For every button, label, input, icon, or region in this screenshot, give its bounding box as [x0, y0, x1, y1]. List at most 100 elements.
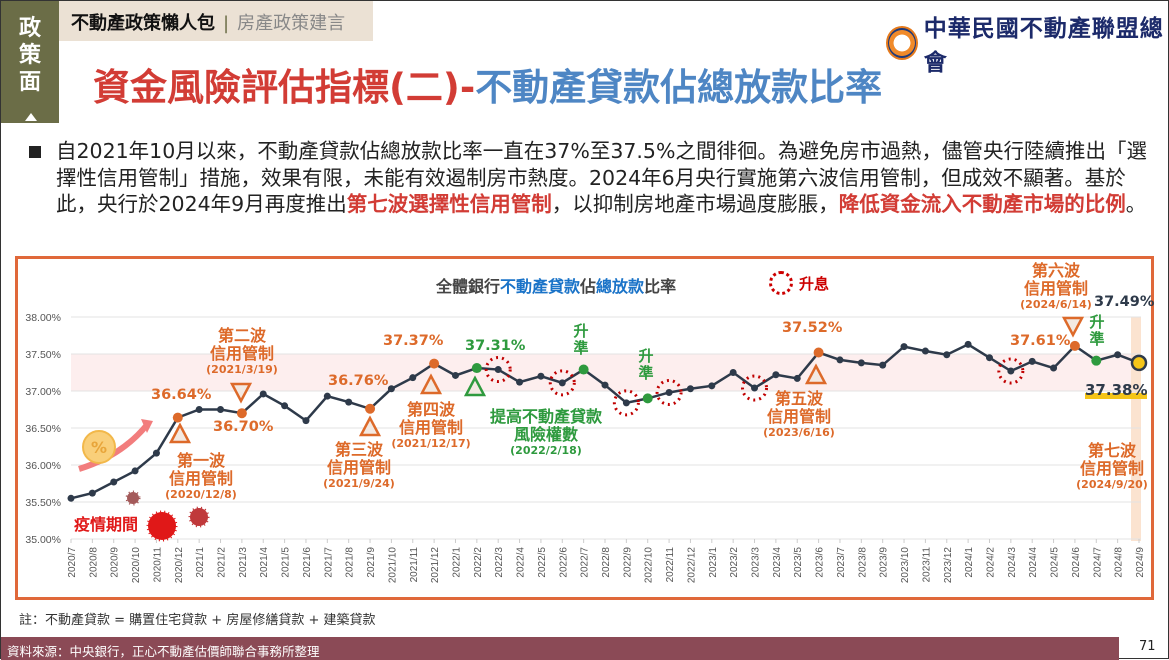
x-tick-label: 2023/3	[751, 547, 762, 578]
data-label: 37.49%	[1094, 294, 1155, 310]
wave6-annotation: 第六波 信用管制 (2024/6/14)	[1011, 261, 1101, 311]
data-point	[409, 374, 417, 382]
x-tick-label: 2020/12	[174, 547, 185, 584]
x-tick-label: 2023/9	[879, 547, 890, 578]
data-label: 37.31%	[465, 338, 526, 354]
wave-title: 第四波	[406, 400, 455, 419]
data-label: 36.70%	[213, 419, 274, 435]
x-tick-label: 2023/4	[772, 547, 783, 578]
wave2-annotation: 第二波 信用管制 (2021/3/19)	[197, 326, 287, 376]
wave-title: 第一波	[176, 451, 225, 470]
x-tick-label: 2020/8	[88, 547, 99, 578]
y-tick-label: 37.50%	[25, 349, 61, 361]
data-point	[537, 372, 545, 380]
x-tick-label: 2020/7	[67, 547, 78, 578]
section-tag: 政策面	[1, 1, 59, 123]
wave-title: 第六波	[1031, 261, 1080, 280]
wave-date: (2024/9/20)	[1076, 477, 1148, 491]
x-tick-label: 2023/7	[836, 547, 847, 578]
rising-arrow-head-icon	[141, 419, 153, 433]
para-highlight2: 降低資金流入不動產市場的比例	[838, 192, 1126, 216]
wave-date: (2021/3/19)	[206, 362, 278, 376]
seal-icon	[886, 26, 918, 60]
x-tick-label: 2022/6	[558, 547, 569, 578]
summary-paragraph: 自2021年10月以來，不動產貸款佔總放款比率一直在37%至37.5%之間徘徊。…	[56, 138, 1156, 218]
data-point	[1050, 364, 1058, 372]
source-footer: 資料來源：中央銀行，正心不動產估價師聯合事務所整理	[1, 637, 1119, 660]
data-point	[471, 363, 482, 374]
data-point	[1007, 367, 1015, 375]
percent-coin-icon	[82, 430, 116, 464]
x-tick-label: 2021/7	[323, 547, 334, 578]
wave5-annotation: 第五波 信用管制 (2023/6/16)	[754, 389, 844, 439]
data-label: 37.52%	[782, 320, 843, 336]
data-point	[1114, 351, 1122, 359]
data-point	[131, 467, 139, 475]
x-tick-label: 2020/10	[131, 547, 142, 584]
x-tick-label: 2022/4	[516, 547, 527, 578]
wave-date: (2024/6/14)	[1020, 297, 1092, 311]
up-arrow-icon	[25, 113, 37, 121]
data-point	[622, 399, 630, 407]
rate-hike-marker	[997, 357, 1025, 385]
para-text2: ，以抑制房地產市場過度膨脹，	[551, 192, 839, 216]
wave-date: (2020/12/8)	[165, 487, 237, 501]
x-tick-label: 2021/1	[195, 547, 206, 578]
data-point	[195, 406, 203, 413]
data-point	[857, 359, 865, 367]
x-tick-label: 2022/9	[622, 547, 633, 578]
x-tick-label: 2022/11	[665, 547, 676, 583]
virus-icon	[125, 490, 141, 506]
x-tick-label: 2022/10	[644, 547, 655, 584]
chart-legend: 升息	[769, 271, 829, 295]
x-tick-label: 2023/10	[900, 547, 911, 584]
reserve-hike-label: 升準	[573, 322, 589, 358]
wave-sub: 信用管制	[1023, 279, 1088, 299]
data-point	[1028, 357, 1036, 365]
para-highlight1: 第七波選擇性信用管制	[346, 192, 552, 216]
data-point	[900, 343, 908, 351]
data-point	[729, 369, 737, 376]
rising-arrow-icon	[78, 424, 149, 472]
data-label: 36.64%	[151, 387, 212, 403]
epidemic-label: 疫情期間	[74, 515, 139, 534]
x-tick-label: 2022/5	[537, 547, 548, 578]
data-point	[323, 392, 331, 400]
page-number: 71	[1139, 639, 1156, 654]
data-point	[665, 388, 673, 396]
rate-hike-marker	[484, 356, 512, 384]
data-point	[772, 371, 780, 379]
wave-title: 第七波	[1087, 441, 1136, 460]
bullet-icon	[29, 146, 41, 158]
risk-date: (2022/2/18)	[510, 443, 582, 457]
x-tick-label: 2024/6	[1071, 547, 1082, 578]
data-point	[67, 494, 75, 502]
chart-title: 全體銀行不動產貸款佔總放款比率	[436, 273, 676, 297]
y-tick-label: 35.00%	[25, 534, 61, 546]
data-point	[172, 412, 183, 423]
data-point	[1091, 355, 1102, 366]
footnote: 註：不動產貸款 = 購置住宅貸款 + 房屋修繕貸款 + 建築貸款	[19, 613, 376, 628]
triangle-up-icon	[463, 375, 487, 397]
x-tick-label: 2023/2	[729, 547, 740, 578]
x-tick-label: 2023/1	[708, 547, 719, 578]
wave-sub: 信用管制	[326, 458, 391, 478]
data-point	[793, 374, 801, 382]
wave-sub: 信用管制	[168, 469, 233, 489]
legend-label: 升息	[799, 274, 830, 293]
chart-title-part: 不動產貸款	[500, 277, 581, 296]
triangle-up-icon	[419, 373, 443, 395]
chart-title-part: 總放款	[596, 277, 645, 296]
y-tick-label: 35.50%	[25, 497, 61, 509]
data-point	[259, 390, 267, 398]
data-point	[921, 347, 929, 355]
chart-title-part: 比率	[644, 277, 677, 296]
triangle-down-icon	[1061, 316, 1085, 338]
risk-title: 提高不動產貸款	[489, 407, 602, 426]
wave-date: (2021/12/17)	[391, 436, 471, 450]
data-point	[152, 449, 160, 457]
data-point	[494, 366, 502, 374]
section-tag-label: 政策面	[19, 16, 42, 95]
chart-frame	[15, 256, 1154, 600]
